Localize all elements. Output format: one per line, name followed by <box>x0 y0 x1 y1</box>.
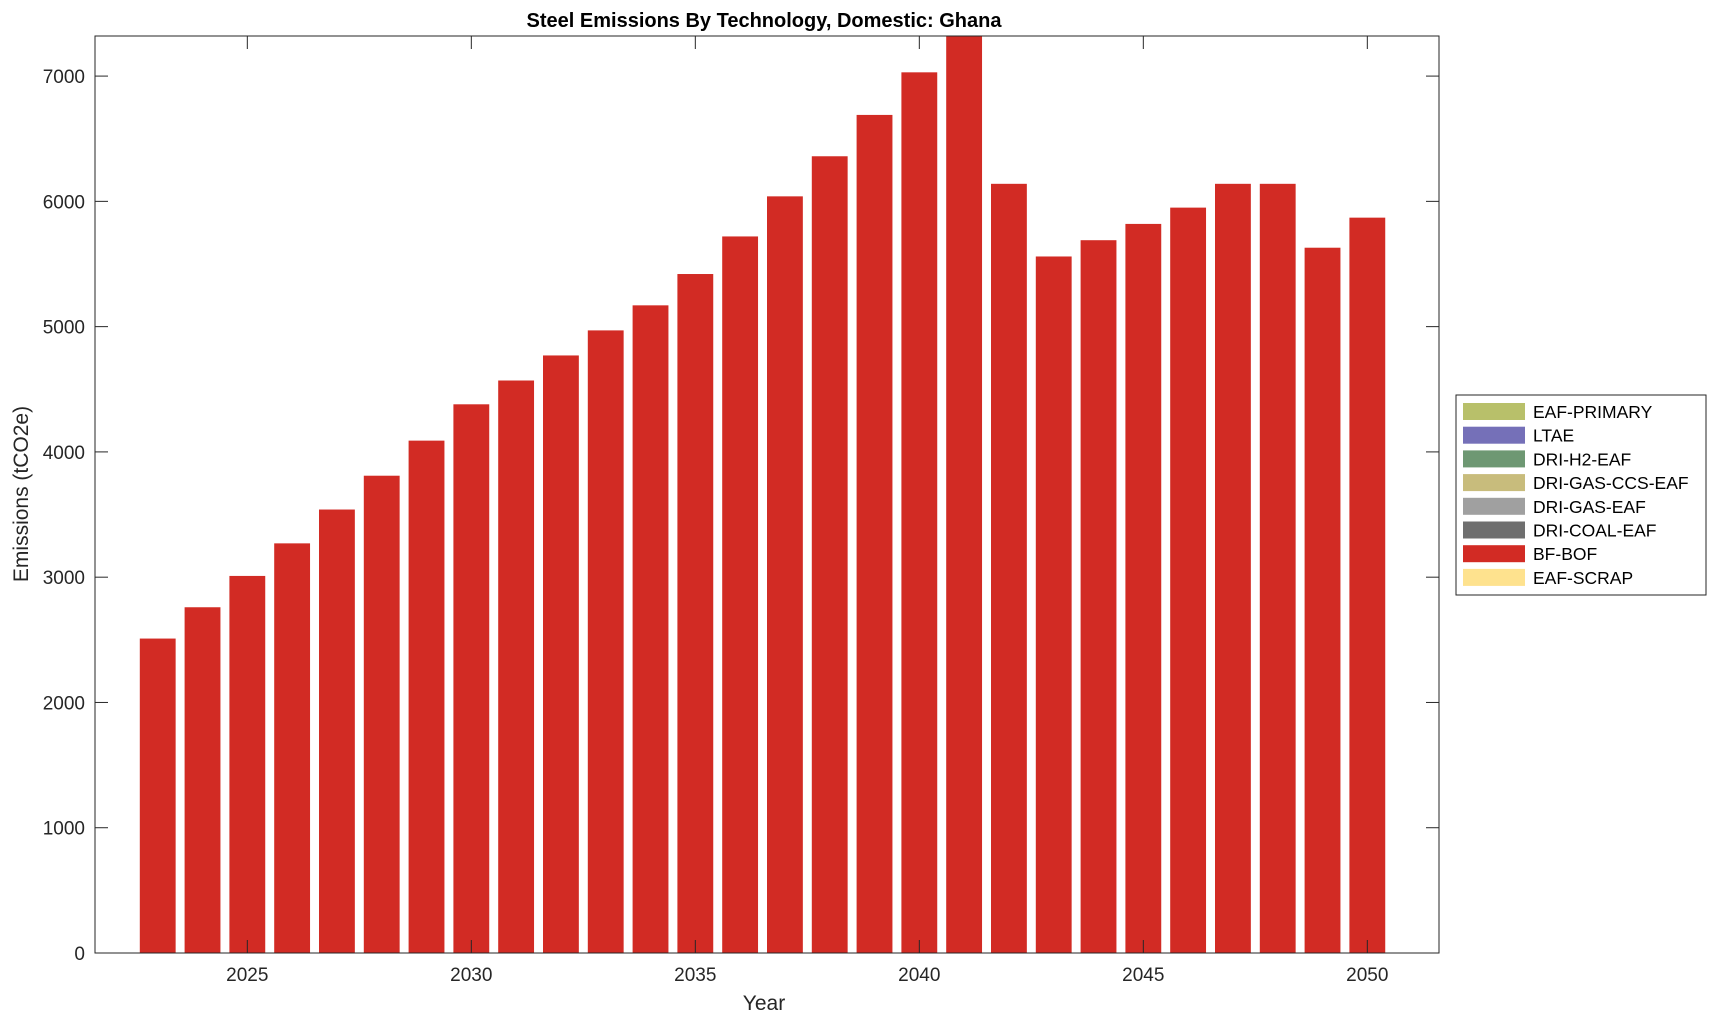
legend-items: EAF-PRIMARY LTAE DRI-H2-EAF DRI-GAS-CCS-EAF… <box>1463 402 1689 588</box>
bar-bf-bof-2034 <box>632 305 669 954</box>
legend-label-eaf-primary: EAF-PRIMARY <box>1533 402 1653 422</box>
x-tick-label: 2030 <box>450 965 492 986</box>
bar-bf-bof-2030 <box>453 404 490 953</box>
x-tick-label: 2050 <box>1346 965 1388 986</box>
bar-bf-bof-2043 <box>1035 256 1072 954</box>
bar-bf-bof-2029 <box>408 440 445 953</box>
bar-bf-bof-2027 <box>319 509 355 953</box>
legend-swatch-dri-h2-eaf <box>1463 450 1525 468</box>
legend-swatch-dri-coal-eaf <box>1463 521 1525 539</box>
legend-label-dri-coal-eaf: DRI-COAL-EAF <box>1533 521 1656 541</box>
legend-label-dri-gas-eaf: DRI-GAS-EAF <box>1533 497 1646 517</box>
bar-bf-bof-2037 <box>767 196 803 954</box>
bar-bf-bof-2032 <box>543 355 579 953</box>
y-tick-label: 6000 <box>43 192 85 213</box>
x-tick-label: 2035 <box>674 965 716 986</box>
bar-bf-bof-2023 <box>139 638 176 953</box>
bar-bf-bof-2048 <box>1259 183 1296 953</box>
y-axis-ticks: 0 1000 2000 3000 4000 5000 6000 7000 <box>43 67 1439 965</box>
y-tick-label: 2000 <box>43 693 85 714</box>
y-tick-label: 7000 <box>43 67 85 88</box>
bar-bf-bof-2041 <box>946 36 983 953</box>
bar-bf-bof-2049 <box>1304 247 1341 953</box>
y-tick-label: 0 <box>74 944 85 965</box>
y-axis-label: Emissions (tCO2e) <box>10 406 33 582</box>
legend-swatch-eaf-primary <box>1463 403 1525 420</box>
bar-bf-bof-2028 <box>363 475 400 953</box>
bar-bf-bof-2024 <box>184 607 221 953</box>
bar-series-group <box>139 36 1386 954</box>
x-tick-label: 2040 <box>898 965 940 986</box>
bar-bf-bof-2044 <box>1080 240 1117 953</box>
bar-bf-bof-2035 <box>677 274 714 953</box>
legend-label-eaf-scrap: EAF-SCRAP <box>1533 568 1633 588</box>
x-axis-ticks: 2025 2030 2035 2040 2045 2050 <box>226 36 1388 986</box>
chart-title: Steel Emissions By Technology, Domestic:… <box>527 10 1003 32</box>
bar-bf-bof-2050 <box>1349 217 1386 953</box>
legend-label-ltae: LTAE <box>1533 426 1574 446</box>
x-tick-label: 2025 <box>226 965 268 986</box>
bar-bf-bof-2036 <box>722 236 759 953</box>
y-tick-label: 5000 <box>43 318 85 339</box>
bar-bf-bof-2040 <box>901 72 938 953</box>
legend-label-bf-bof: BF-BOF <box>1533 544 1597 564</box>
bar-bf-bof-2045 <box>1125 223 1162 953</box>
legend-label-dri-h2-eaf: DRI-H2-EAF <box>1533 449 1631 469</box>
legend-label-dri-gas-ccs-eaf: DRI-GAS-CCS-EAF <box>1533 473 1689 493</box>
y-tick-label: 1000 <box>43 819 85 840</box>
bar-bf-bof-2031 <box>498 380 535 953</box>
bar-bf-bof-2047 <box>1215 183 1251 953</box>
bar-bf-bof-2033 <box>587 330 624 953</box>
legend-swatch-eaf-scrap <box>1463 568 1525 586</box>
legend-swatch-bf-bof <box>1463 545 1525 563</box>
bar-bf-bof-2026 <box>274 543 311 953</box>
bar-bf-bof-2038 <box>811 156 848 953</box>
x-tick-label: 2045 <box>1122 965 1164 986</box>
bar-bf-bof-2025 <box>229 575 266 953</box>
legend-swatch-dri-gas-ccs-eaf <box>1463 474 1525 492</box>
bar-bf-bof-2039 <box>856 114 893 954</box>
legend-swatch-ltae <box>1463 426 1525 444</box>
legend-swatch-dri-gas-eaf <box>1463 497 1525 515</box>
plot-frame <box>94 35 1440 954</box>
bar-bf-bof-2042 <box>991 183 1027 953</box>
legend-box <box>1455 394 1707 596</box>
y-tick-label: 3000 <box>43 568 85 589</box>
legend[interactable]: EAF-PRIMARY LTAE DRI-H2-EAF DRI-GAS-CCS-EAF… <box>1455 394 1707 596</box>
bar-bf-bof-2046 <box>1170 207 1207 953</box>
x-axis-label: Year <box>743 992 785 1015</box>
y-tick-label: 4000 <box>43 443 85 464</box>
